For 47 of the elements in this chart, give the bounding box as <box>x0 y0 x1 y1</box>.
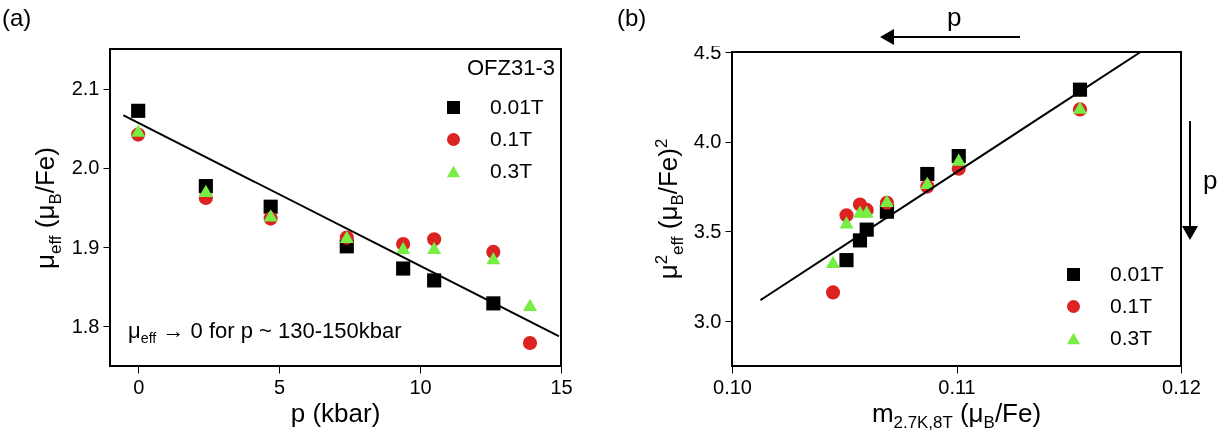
point <box>825 285 841 300</box>
point <box>263 209 278 222</box>
y-tick-label: 1.9 <box>71 235 100 258</box>
point <box>427 232 442 247</box>
text: p <box>1203 165 1218 196</box>
point <box>951 153 966 166</box>
legend-label: 0.01T <box>490 94 544 118</box>
point <box>396 261 411 276</box>
point <box>839 253 854 268</box>
point <box>920 176 935 190</box>
point <box>839 216 854 229</box>
x-tick-label: 10 <box>409 375 432 398</box>
y-tick-label: 2.0 <box>71 156 100 179</box>
text: p <box>947 2 962 33</box>
y-tick-label: 3.5 <box>693 219 722 242</box>
y-tick-label: 4.0 <box>693 130 722 153</box>
chart-title: (b) <box>617 4 647 32</box>
x-axis-title: p (kbar) <box>290 398 381 429</box>
point <box>131 124 146 137</box>
point <box>920 166 935 182</box>
legend-label: 0.3T <box>490 158 533 182</box>
x-tick-label: 15 <box>550 375 573 398</box>
point <box>522 298 538 312</box>
point <box>522 335 538 351</box>
annotation: OFZ31-3 <box>466 55 555 81</box>
legend-label: 0.1T <box>1110 293 1153 317</box>
x-axis-title: m$_{2.7K,8T}$ (μ$_{B}$/Fe) <box>871 398 1042 434</box>
legend-label: 0.3T <box>1110 325 1153 349</box>
x-tick-label: 0.10 <box>713 375 752 398</box>
point <box>131 103 146 118</box>
x-tick-label: 0.11 <box>938 375 976 398</box>
point <box>427 273 442 288</box>
chart-title: (a) <box>2 4 32 32</box>
point <box>427 241 442 255</box>
x-tick-label: 0.12 <box>1162 375 1201 398</box>
x-tick-label: 0 <box>133 375 145 398</box>
legend-label: 0.1T <box>490 126 533 150</box>
annotation: μ$_{eff}$ → 0 for p ~ 130-150kbar <box>128 318 402 347</box>
y-tick-label: 2.1 <box>71 77 100 100</box>
y-tick-label: 1.8 <box>71 314 100 337</box>
point <box>486 252 501 265</box>
point <box>825 255 841 269</box>
legend-label: 0.01T <box>1110 261 1164 285</box>
x-tick-label: 5 <box>274 375 286 398</box>
point <box>198 184 213 197</box>
y-tick-label: 3.0 <box>693 309 722 332</box>
point <box>396 241 411 255</box>
